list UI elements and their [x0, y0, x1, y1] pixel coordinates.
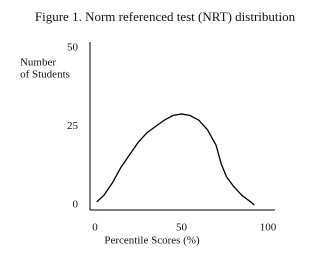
y-tick-label: 25 [67, 120, 79, 132]
x-tick-label: 50 [176, 222, 188, 234]
y-tick-label: 0 [73, 199, 79, 211]
x-axis-label: Percentile Scores (%) [104, 235, 200, 247]
y-axis-label: Number [20, 57, 56, 69]
line [96, 113, 255, 206]
y-tick-label: 50 [67, 42, 79, 54]
x-tick-label: 0 [92, 222, 98, 234]
chart-title: Figure 1. Norm referenced test (NRT) dis… [35, 9, 296, 24]
y-axis-label: of Students [20, 69, 70, 81]
x-tick-label: 100 [260, 222, 277, 234]
